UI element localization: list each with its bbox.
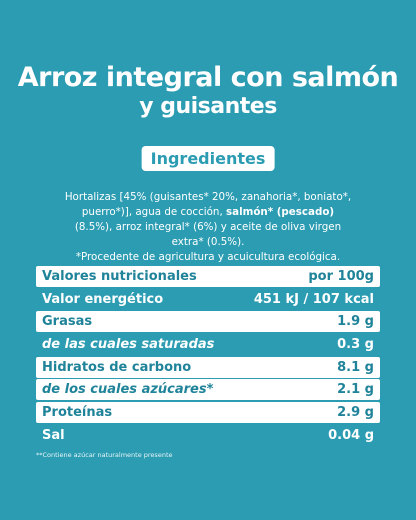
nutrition-table: Valores nutricionales por 100g Valor ener… [36,266,380,448]
row-value: por 100g [308,269,374,284]
row-label: de los cuales azúcares* [42,382,214,398]
row-label: Proteínas [42,405,113,421]
row-value: 451 kJ / 107 kcal [253,291,374,307]
table-row: Hidratos de carbono 8.1 g [36,356,380,378]
table-row: Valor energético 451 kJ / 107 kcal [36,289,380,310]
row-label: Valores nutricionales [42,269,197,284]
row-label: de las cuales saturadas [42,337,215,353]
product-title: Arroz integral con salmón y guisantes [0,62,416,120]
row-label: Sal [42,427,65,443]
row-value: 0.04 g [328,427,374,443]
footnote: **Contiene azúcar naturalmente presente [36,451,173,459]
row-label: Valor energético [42,291,164,307]
section-badge: Ingredientes [141,146,275,171]
ingredients-text: Hortalizas [45% (guisantes* 20%, zanahor… [62,190,354,265]
row-label: Hidratos de carbono [42,359,192,375]
table-row: de las cuales saturadas 0.3 g [36,334,380,355]
table-row: Grasas 1.9 g [36,311,380,333]
table-row: Proteínas 2.9 g [36,402,380,424]
row-value: 8.1 g [337,359,374,375]
table-row: Valores nutricionales por 100g [36,266,380,287]
table-row: de los cuales azúcares* 2.1 g [36,379,380,401]
row-value: 0.3 g [337,337,374,353]
row-value: 2.9 g [337,405,374,421]
title-line: y guisantes [139,94,277,119]
ingredients-note: *Procedente de agricultura y acuicultura… [75,251,341,263]
table-row: Sal 0.04 g [36,425,380,446]
row-label: Grasas [42,314,93,330]
row-value: 1.9 g [337,314,374,330]
row-value: 2.1 g [337,382,374,398]
title-line: Arroz integral con salmón [17,62,399,93]
ingredients-part: (8.5%), arroz integral* (6%) y aceite de… [74,221,342,248]
ingredients-part: Hortalizas [45% (guisantes* 20%, zanahor… [64,191,352,218]
ingredients-bold: salmón* (pescado) [226,206,335,218]
